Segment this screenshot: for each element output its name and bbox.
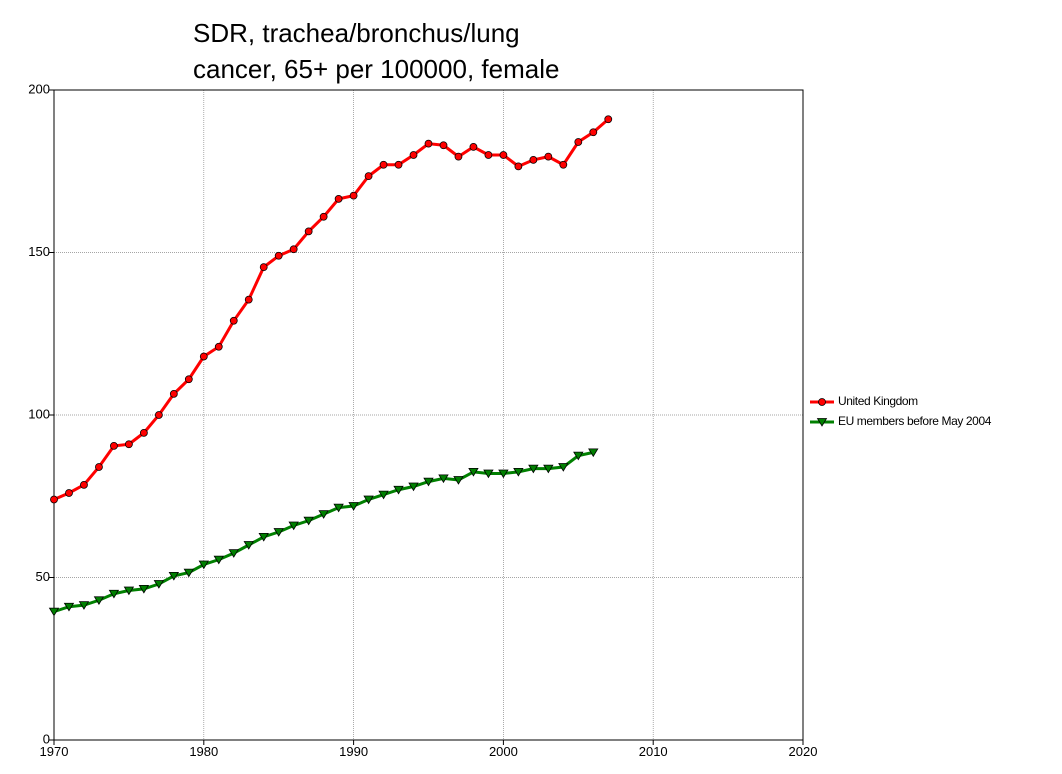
point	[379, 160, 388, 169]
point	[108, 589, 120, 599]
point	[499, 151, 508, 159]
point	[258, 532, 269, 542]
point	[138, 584, 150, 594]
point	[244, 295, 253, 304]
point	[48, 607, 60, 617]
point	[318, 510, 329, 519]
point	[423, 477, 434, 487]
point	[469, 142, 478, 151]
x-tick-label: 1970	[40, 744, 69, 759]
y-tick-label: 200	[28, 81, 50, 96]
point	[229, 316, 238, 325]
point	[454, 152, 463, 161]
point	[63, 602, 75, 612]
point	[259, 263, 268, 272]
point	[483, 469, 494, 479]
point	[199, 352, 208, 361]
y-tick-label: 100	[28, 406, 50, 421]
point	[378, 490, 389, 500]
y-tick-label: 150	[28, 244, 50, 259]
point	[304, 227, 313, 236]
point	[349, 191, 358, 200]
point	[528, 464, 539, 474]
point	[184, 375, 193, 384]
point	[453, 476, 464, 485]
point	[168, 571, 180, 581]
point	[424, 139, 433, 148]
plot-frame	[53, 89, 804, 741]
point	[274, 251, 283, 260]
point	[213, 555, 224, 565]
point	[110, 441, 118, 450]
y-tick-label: 0	[43, 731, 50, 746]
point	[558, 463, 569, 472]
x-tick-label: 2000	[489, 744, 518, 759]
point	[393, 485, 404, 495]
point	[514, 162, 523, 171]
point	[333, 503, 344, 513]
point	[93, 596, 105, 606]
x-tick-label: 1990	[339, 744, 368, 759]
point	[363, 495, 374, 505]
point	[334, 194, 343, 203]
point	[498, 469, 509, 479]
point	[559, 160, 568, 169]
point	[484, 151, 493, 159]
x-tick-label: 2010	[639, 744, 668, 759]
point	[319, 212, 328, 221]
point	[438, 474, 449, 484]
point	[124, 440, 133, 449]
point	[214, 342, 223, 351]
point	[288, 521, 299, 531]
point	[468, 467, 479, 477]
point	[289, 245, 298, 254]
point	[169, 389, 178, 398]
point	[604, 115, 613, 124]
legend-marker	[816, 418, 828, 427]
point	[95, 463, 103, 471]
point	[589, 128, 598, 137]
x-tick-label: 2020	[789, 744, 818, 759]
point	[348, 502, 359, 511]
legend-marker	[818, 398, 826, 406]
point	[574, 138, 583, 146]
point	[439, 141, 448, 150]
point	[529, 155, 538, 164]
point	[364, 172, 373, 181]
point	[65, 489, 73, 497]
point	[513, 467, 524, 477]
chart-title: SDR, trachea/bronchus/lung	[193, 18, 520, 48]
point	[408, 482, 419, 492]
point	[543, 464, 554, 474]
point	[573, 451, 584, 461]
series-line	[53, 450, 594, 614]
point	[409, 151, 418, 159]
point	[80, 480, 88, 489]
point	[139, 428, 148, 437]
series-line	[53, 118, 610, 501]
legend-label: United Kingdom	[838, 394, 918, 408]
y-tick-label: 50	[36, 569, 50, 584]
point	[154, 411, 163, 419]
x-tick-label: 1980	[189, 744, 218, 759]
point	[394, 160, 403, 169]
point	[243, 541, 254, 550]
point	[544, 152, 553, 161]
point	[198, 560, 210, 570]
point	[273, 528, 284, 537]
legend-label: EU members before May 2004	[838, 414, 992, 428]
point	[303, 516, 314, 526]
point	[78, 601, 90, 610]
point	[123, 586, 135, 596]
chart-title: cancer, 65+ per 100000, female	[193, 54, 559, 84]
point	[228, 549, 239, 558]
point	[183, 568, 195, 578]
point	[588, 448, 599, 458]
point	[50, 495, 58, 504]
point	[153, 580, 165, 589]
